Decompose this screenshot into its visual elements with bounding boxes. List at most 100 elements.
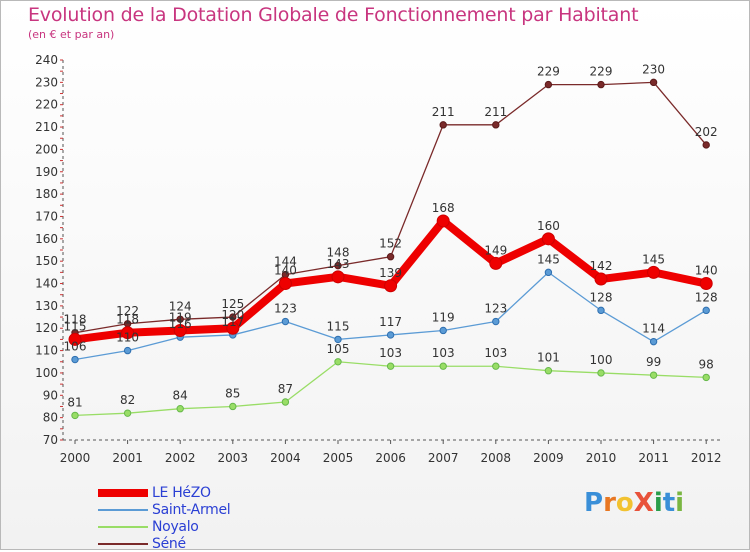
logo-letter: i	[653, 488, 663, 518]
logo-letter: i	[675, 488, 685, 518]
x-tick-label: 2012	[691, 451, 722, 465]
legend-item-saint-armel: Saint-Armel	[98, 501, 231, 518]
series-sene	[71, 78, 710, 337]
data-label-noyalo: 98	[699, 357, 714, 371]
axes: 7080901001101201301401501601701801902002…	[35, 53, 722, 465]
data-point-le-hezo	[331, 270, 345, 284]
legend-label-sene: Séné	[152, 535, 186, 552]
data-label-noyalo: 81	[67, 395, 82, 409]
logo-letter: o	[615, 488, 634, 518]
chart-subtitle: (en € et par an)	[28, 28, 115, 41]
y-tick-label: 130	[35, 299, 58, 313]
y-tick-label: 190	[35, 165, 58, 179]
data-point-saint-armel	[544, 268, 553, 277]
data-point-sene	[492, 121, 500, 129]
data-label-sene: 202	[695, 125, 718, 139]
legend-item-noyalo: Noyalo	[98, 518, 230, 535]
data-label-le-hezo: 160	[537, 219, 560, 233]
data-point-sene	[544, 80, 553, 89]
y-tick-label: 240	[35, 53, 58, 67]
data-point-le-hezo	[173, 323, 187, 337]
x-tick-label: 2008	[481, 451, 512, 465]
y-tick-label: 230	[35, 75, 58, 89]
data-label-noyalo: 103	[379, 346, 402, 360]
data-point-noyalo	[439, 362, 447, 370]
data-label-saint-armel: 117	[379, 315, 402, 329]
data-label-noyalo: 85	[225, 386, 240, 400]
data-label-sene: 229	[537, 65, 560, 79]
data-point-saint-armel	[702, 306, 710, 315]
data-label-noyalo: 103	[484, 346, 507, 360]
data-label-noyalo: 87	[278, 382, 293, 396]
data-point-noyalo	[334, 358, 342, 366]
data-label-sene: 144	[274, 255, 297, 269]
x-tick-label: 2011	[638, 451, 669, 465]
data-label-le-hezo: 139	[379, 266, 402, 280]
data-label-saint-armel: 116	[169, 317, 192, 331]
y-tick-label: 110	[35, 344, 58, 358]
data-label-noyalo: 101	[537, 351, 560, 365]
data-point-saint-armel	[492, 317, 500, 326]
x-tick-label: 2007	[428, 451, 459, 465]
y-tick-label: 150	[35, 254, 58, 268]
data-point-le-hezo	[68, 332, 82, 346]
data-label-le-hezo: 140	[695, 264, 718, 278]
data-point-noyalo	[492, 362, 500, 370]
data-point-noyalo	[229, 402, 237, 411]
y-tick-label: 140	[35, 277, 58, 291]
x-tick-label: 2005	[323, 451, 354, 465]
data-point-saint-armel	[123, 346, 132, 355]
data-label-sene: 122	[116, 304, 139, 318]
data-point-noyalo	[281, 398, 290, 406]
y-tick-label: 100	[35, 366, 58, 380]
data-label-noyalo: 99	[646, 355, 661, 369]
data-point-noyalo	[176, 405, 184, 413]
data-label-saint-armel: 106	[64, 340, 87, 354]
data-point-saint-armel	[386, 331, 395, 339]
data-label-noyalo: 105	[327, 342, 350, 356]
data-point-le-hezo	[699, 277, 713, 291]
data-label-noyalo: 100	[590, 353, 613, 367]
data-label-le-hezo: 118	[116, 313, 139, 327]
data-label-saint-armel: 123	[484, 302, 507, 316]
series-saint-armel	[71, 268, 710, 364]
data-label-le-hezo: 149	[484, 243, 507, 257]
data-point-saint-armel	[334, 335, 342, 344]
data-point-noyalo	[649, 371, 658, 379]
data-label-saint-armel: 128	[695, 290, 718, 304]
data-label-sene: 152	[379, 237, 402, 251]
x-tick-label: 2003	[218, 451, 249, 465]
series-noyalo	[71, 358, 710, 420]
data-label-noyalo: 82	[120, 393, 135, 407]
legend-swatch-sene	[98, 542, 148, 545]
data-point-noyalo	[597, 369, 605, 377]
data-label-sene: 211	[432, 105, 455, 119]
data-point-le-hezo	[121, 326, 135, 340]
x-tick-label: 2001	[112, 451, 143, 465]
data-label-saint-armel: 128	[590, 290, 613, 304]
data-point-le-hezo	[489, 256, 503, 270]
legend: LE HéZO Saint-Armel Noyalo Séné	[98, 484, 231, 552]
data-point-le-hezo	[384, 279, 398, 293]
data-label-saint-armel: 110	[116, 331, 139, 345]
x-tick-label: 2002	[165, 451, 196, 465]
data-label-sene: 124	[169, 299, 192, 313]
legend-swatch-noyalo	[98, 525, 148, 528]
x-tick-label: 2006	[375, 451, 406, 465]
logo-letter: P	[584, 488, 604, 518]
data-label-saint-armel: 115	[327, 319, 350, 333]
data-label-le-hezo: 120	[221, 308, 244, 322]
data-label-noyalo: 84	[173, 389, 188, 403]
data-point-le-hezo	[647, 265, 661, 279]
data-point-sene	[649, 78, 658, 87]
data-point-sene	[334, 261, 342, 270]
data-label-sene: 230	[642, 62, 665, 76]
data-point-sene	[386, 253, 395, 261]
data-point-saint-armel	[439, 326, 447, 335]
x-tick-label: 2009	[533, 451, 564, 465]
data-label-sene: 118	[64, 313, 87, 327]
data-point-le-hezo	[594, 272, 608, 286]
y-tick-label: 120	[35, 321, 58, 335]
proxiti-logo: ProXiti	[584, 488, 684, 518]
